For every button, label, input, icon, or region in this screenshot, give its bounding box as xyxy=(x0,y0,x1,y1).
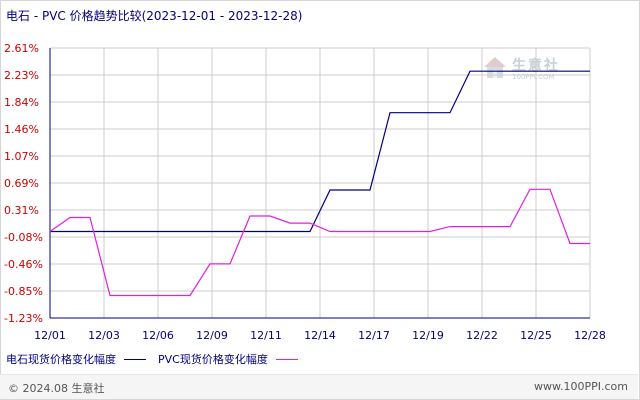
site-link[interactable]: www.100PPI.com xyxy=(534,380,628,393)
y-tick-label: -0.85% xyxy=(4,285,43,298)
x-tick-label: 12/01 xyxy=(34,329,66,342)
house-logo-icon xyxy=(484,57,506,78)
copyright-text: © 2024.08 生意社 xyxy=(8,382,105,395)
y-tick-label: -0.46% xyxy=(4,258,43,271)
series-line-1 xyxy=(50,70,590,233)
x-tick-label: 12/19 xyxy=(412,329,444,342)
y-tick-label: 0.31% xyxy=(4,204,39,217)
legend-swatch-series-1 xyxy=(124,358,146,360)
watermark-logo: 生意社 100PPI.COM xyxy=(482,55,558,84)
watermark-text: 生意社 xyxy=(512,58,560,74)
x-tick-label: 12/03 xyxy=(88,329,120,342)
y-tick-label: 1.46% xyxy=(4,123,39,136)
x-tick-label: 12/22 xyxy=(466,329,498,342)
y-tick-label: 0.69% xyxy=(4,177,39,190)
legend-label-series-1: 电石现货价格变化幅度 xyxy=(6,353,116,366)
grid-lines xyxy=(49,47,591,319)
y-tick-label: 1.07% xyxy=(4,150,39,163)
x-tick-label: 12/28 xyxy=(574,329,606,342)
y-tick-labels: 2.61% 2.23% 1.84% 1.46% 1.07% 0.69% 0.31% -0.08… xyxy=(4,42,43,325)
legend-label-series-2: PVC现货价格变化幅度 xyxy=(158,353,268,366)
watermark-url: 100PPI.COM xyxy=(512,73,555,81)
footer-bar: © 2024.08 生意社 www.100PPI.com xyxy=(0,374,638,399)
legend-item-series-2: PVC现货价格变化幅度 xyxy=(158,351,298,367)
y-tick-label: -0.08% xyxy=(4,231,43,244)
x-tick-label: 12/14 xyxy=(304,329,336,342)
x-tick-label: 12/17 xyxy=(358,329,390,342)
series-line-2 xyxy=(49,188,590,297)
axes xyxy=(49,48,590,319)
x-tick-label: 12/09 xyxy=(196,329,228,342)
y-tick-label: 2.61% xyxy=(4,42,39,55)
legend-item-series-1: 电石现货价格变化幅度 xyxy=(6,351,146,367)
legend: 电石现货价格变化幅度 PVC现货价格变化幅度 xyxy=(6,351,310,367)
series-lines xyxy=(49,70,590,297)
chart-title: 电石 - PVC 价格趋势比较(2023-12-01 - 2023-12-28) xyxy=(6,9,303,23)
y-tick-label: 1.84% xyxy=(4,96,39,109)
y-tick-label: -1.23% xyxy=(4,312,43,325)
x-tick-label: 12/25 xyxy=(520,329,552,342)
line-chart: 2.61% 2.23% 1.84% 1.46% 1.07% 0.69% 0.31% -0.08… xyxy=(4,42,606,342)
x-tick-labels: 12/01 12/03 12/06 12/09 12/11 12/14 12/17 12/19… xyxy=(34,329,606,342)
x-tick-label: 12/06 xyxy=(142,329,174,342)
y-tick-label: 2.23% xyxy=(4,69,39,82)
x-tick-label: 12/11 xyxy=(250,329,282,342)
legend-swatch-series-2 xyxy=(275,358,298,360)
